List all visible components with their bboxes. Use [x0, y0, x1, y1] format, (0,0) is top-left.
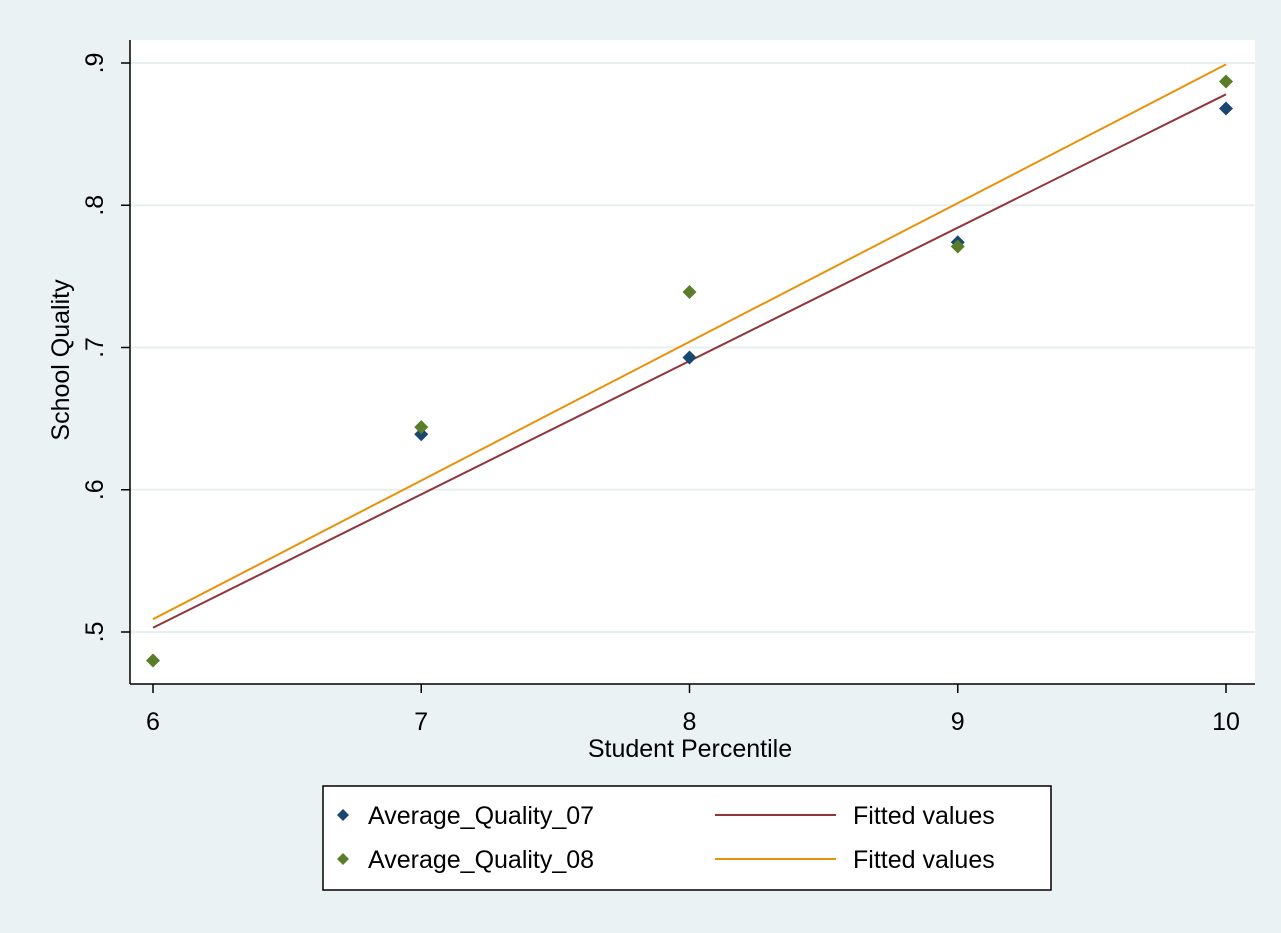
- data-point: [414, 420, 429, 435]
- legend-marker: [337, 853, 349, 865]
- legend-label: Average_Quality_07: [368, 802, 594, 830]
- x-tick-label: 8: [683, 708, 697, 736]
- data-point: [1219, 101, 1233, 116]
- data-point: [146, 653, 160, 668]
- x-tick-label: 10: [1212, 708, 1240, 736]
- data-point: [1219, 74, 1233, 89]
- y-tick-label: .6: [81, 479, 109, 500]
- data-points: [146, 74, 1233, 668]
- x-tick-label: 9: [951, 708, 965, 736]
- y-tick-label: .7: [81, 337, 109, 358]
- data-point: [682, 285, 697, 300]
- data-point: [950, 239, 965, 254]
- x-axis-label: Student Percentile: [588, 735, 792, 763]
- grid-lines: [130, 62, 1255, 633]
- legend-label: Average_Quality_08: [368, 846, 594, 874]
- y-tick-label: .8: [81, 195, 109, 216]
- legend-label: Fitted values: [853, 802, 995, 830]
- y-axis-label: School Quality: [47, 279, 75, 441]
- legend-box: [322, 785, 1052, 891]
- y-tick-label: .9: [81, 53, 109, 74]
- fitted-line: [152, 63, 1227, 621]
- y-axis-ticks: .5 .6 .7 .8 .9: [81, 53, 130, 643]
- y-tick-label: .5: [81, 622, 109, 643]
- data-point: [414, 427, 429, 442]
- legend: Average_Quality_07 Average_Quality_08 Fitt…: [322, 785, 1052, 891]
- legend-label: Fitted values: [853, 846, 995, 874]
- legend-marker: [337, 809, 349, 821]
- x-axis-ticks: 6 7 8 9 10: [146, 684, 1240, 736]
- data-point: [682, 350, 697, 365]
- x-tick-label: 6: [146, 708, 160, 736]
- x-tick-label: 7: [414, 708, 428, 736]
